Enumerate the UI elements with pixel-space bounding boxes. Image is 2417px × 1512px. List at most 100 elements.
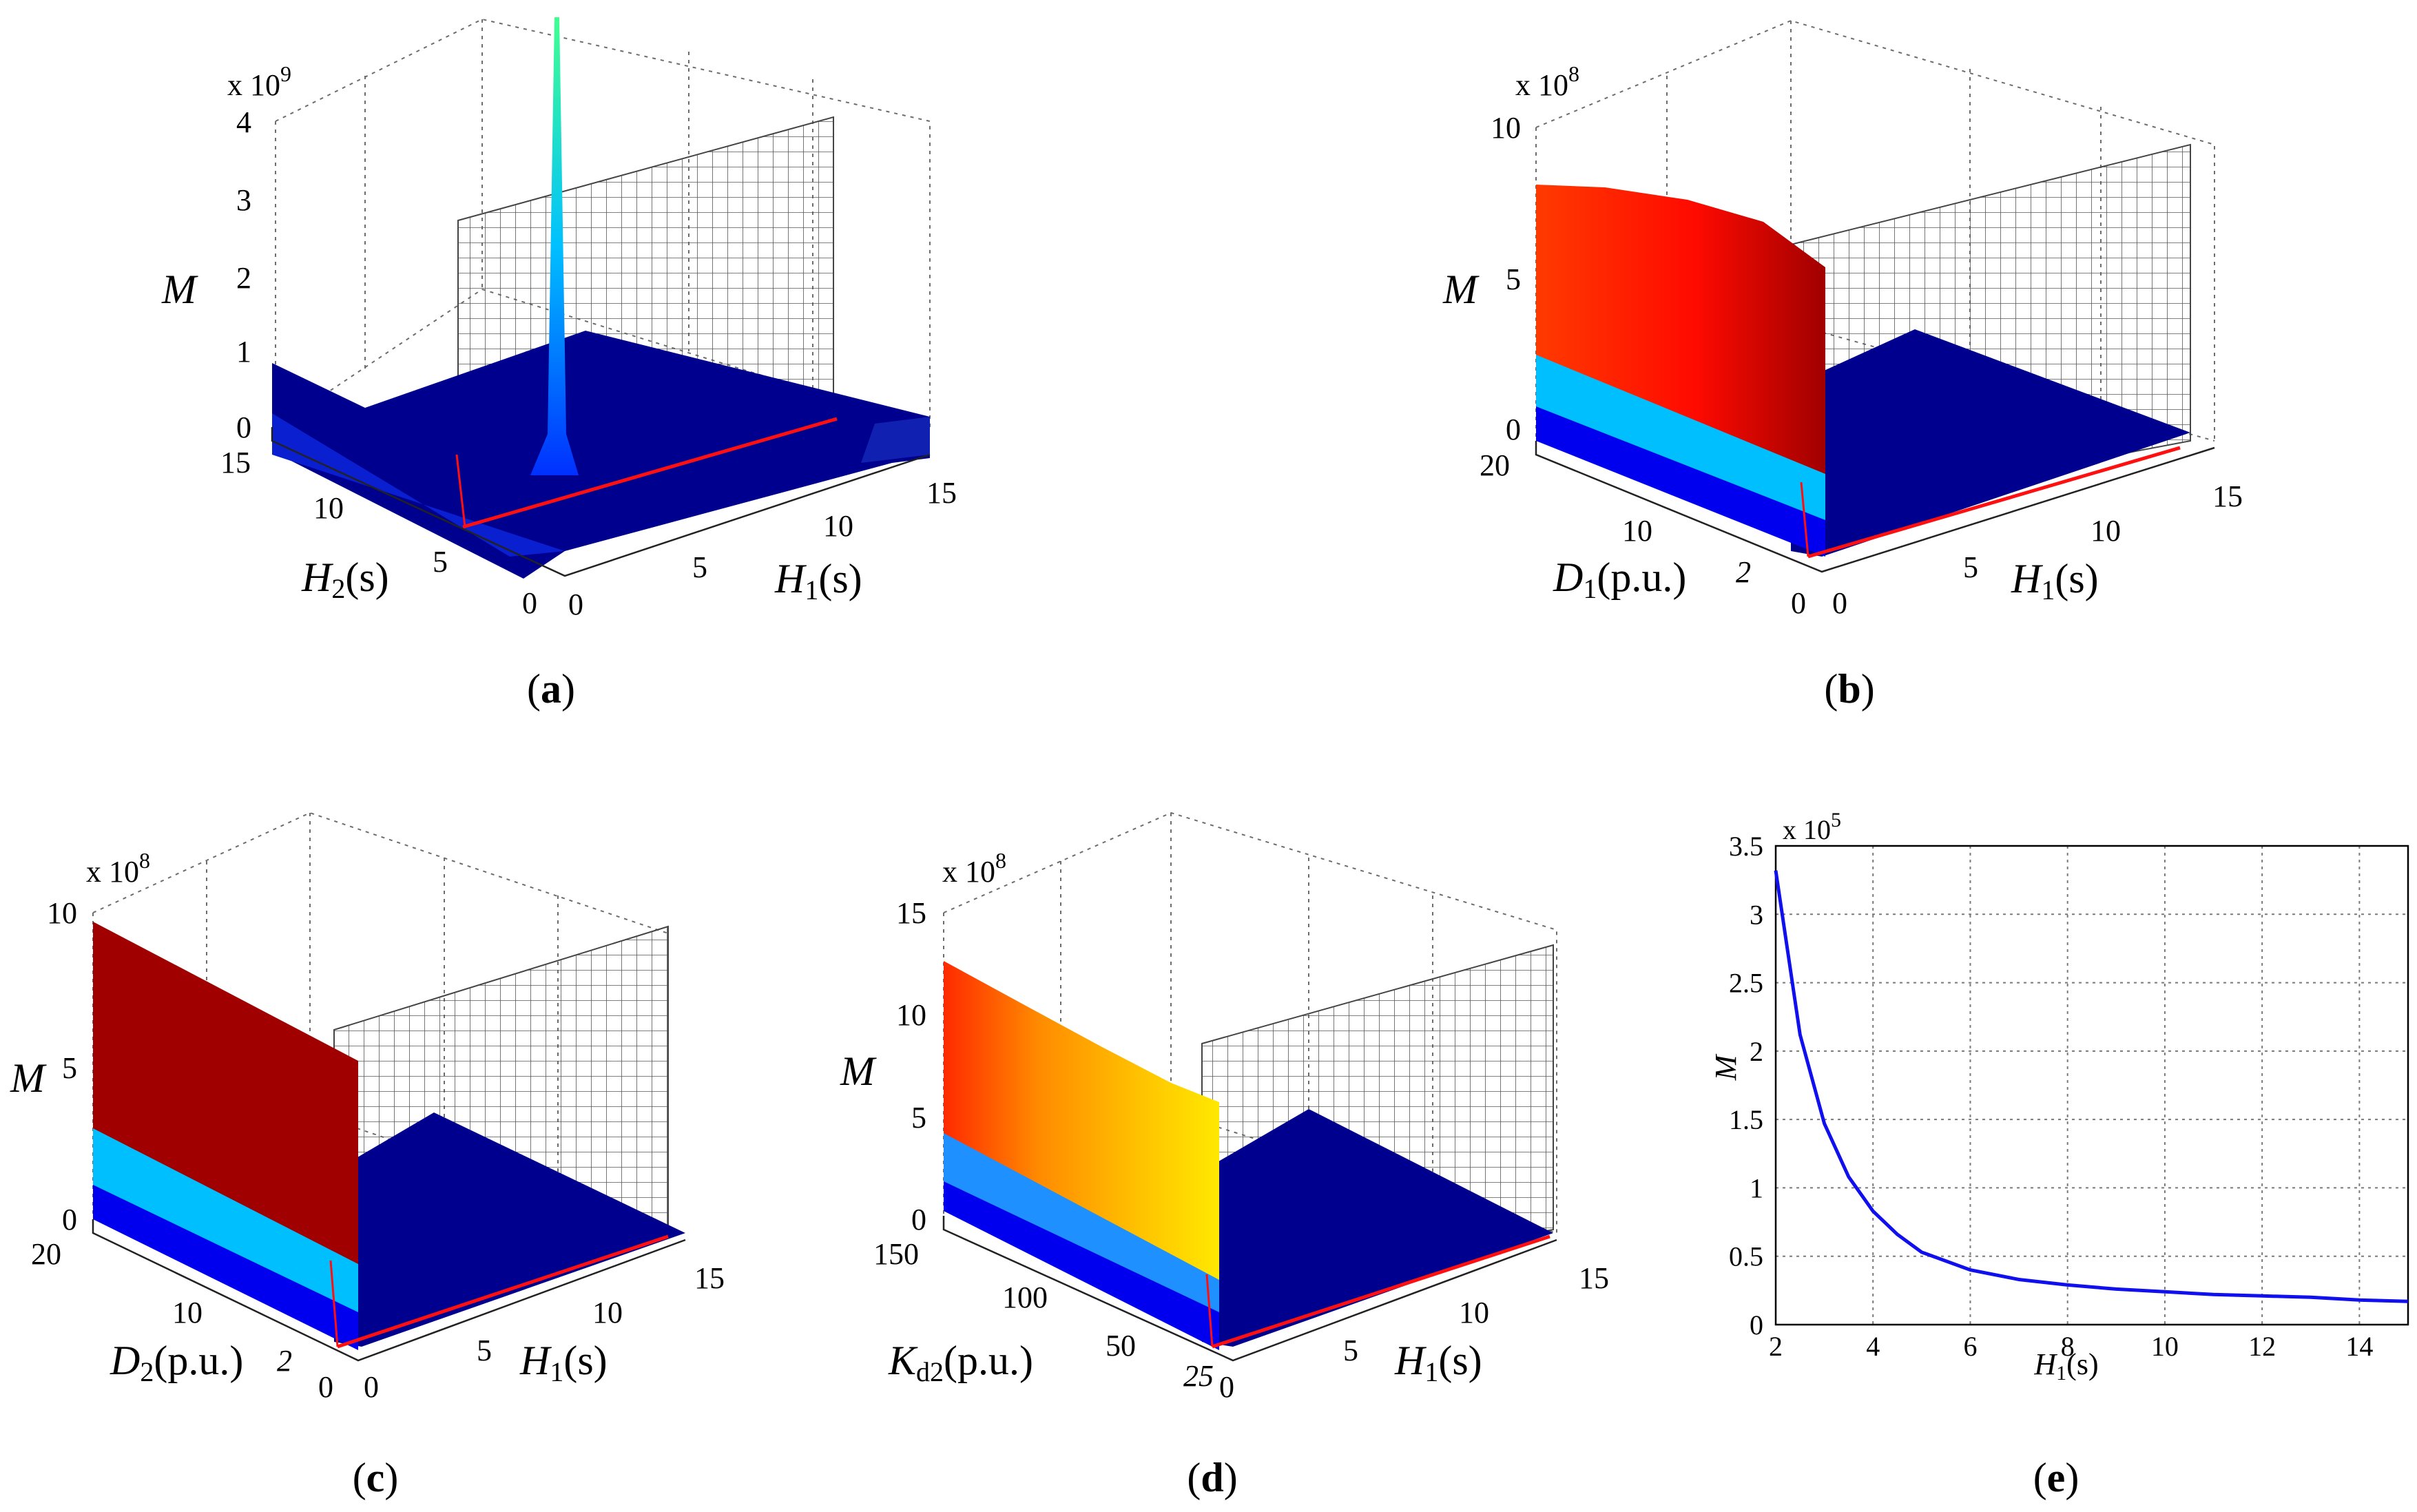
c-x-tick-1: 5 [477,1334,492,1367]
e-x-tick-5: 12 [2248,1331,2276,1362]
b-y-tick-1: 10 [1622,514,1652,548]
d-multiplier: x 108 [942,848,1006,889]
a-y-tick-0: 15 [220,446,251,479]
c-y-tick-0: 20 [31,1237,61,1271]
d-y-label: Kd2(p.u.) [888,1338,1033,1387]
b-x-tick-1: 5 [1963,550,1978,584]
a-z-tick-1: 3 [236,183,251,217]
d-x-tick-0: 0 [1219,1370,1234,1404]
a-y-tick-2: 5 [433,545,448,579]
e-series-line [1774,870,2409,1303]
d-y-tick-0: 150 [873,1237,919,1271]
a-z-tick-2: 2 [236,261,251,295]
e-caption: (e) [2033,1455,2079,1500]
b-x-tick-3: 15 [2212,479,2243,513]
c-x-label: H1(s) [519,1338,608,1387]
c-y-tick-2: 2 [277,1344,292,1378]
d-y-tick-2: 50 [1106,1329,1136,1363]
d-y-tick-3: 25 [1183,1359,1214,1393]
a-multiplier: x 109 [227,61,291,102]
d-z-tick-0: 15 [896,896,926,930]
c-x-tick-2: 10 [592,1296,623,1329]
d-z-tick-1: 10 [896,998,926,1032]
a-y-tick-1: 10 [313,491,344,525]
panel-d: 15 10 5 0 x 108 M 150 100 50 25 Kd2(p.u.… [840,811,1609,1500]
panel-b: 10 5 0 x 108 M 20 10 2 0 D1(p.u.) 0 5 10… [1442,19,2243,712]
e-y-tick-4: 2 [1750,1036,1763,1067]
e-plot-frame [1774,845,2409,1326]
e-x-tick-0: 2 [1769,1331,1783,1362]
e-multiplier: x 105 [1783,809,1841,845]
e-ticks: 2 4 6 8 10 12 14 0 0.5 1 1.5 2 2.5 3 3.5 [1729,831,2373,1362]
e-y-tick-6: 3 [1750,899,1763,930]
a-x-tick-0: 0 [568,588,583,621]
e-y-tick-5: 2.5 [1729,968,1763,999]
e-y-label: M [1709,1053,1743,1081]
c-x-tick-0: 0 [364,1370,379,1404]
e-y-tick-2: 1 [1750,1172,1763,1203]
d-x-tick-3: 15 [1579,1261,1609,1295]
c-caption: (c) [353,1455,399,1500]
c-y-tick-1: 10 [172,1296,203,1329]
a-x-label: H1(s) [774,556,862,605]
a-x-tick-1: 5 [692,550,707,584]
a-x-tick-3: 15 [926,476,957,510]
panel-c: 10 5 0 x 108 M 20 10 2 0 D2(p.u.) 0 5 10… [10,811,725,1500]
e-x-tick-4: 10 [2151,1331,2179,1362]
surface-c-red [93,922,358,1264]
b-y-tick-2: 2 [1736,555,1751,589]
d-x-tick-1: 5 [1343,1334,1358,1367]
b-x-tick-0: 0 [1832,586,1847,620]
c-y-label: D2(p.u.) [110,1338,243,1387]
d-y-tick-1: 100 [1002,1281,1048,1314]
b-z-tick-1: 5 [1506,262,1521,296]
panel-a: 4 3 2 1 0 x 109 M 15 10 5 0 H2(s) 0 5 10… [161,17,957,712]
b-x-label: H1(s) [2011,556,2099,605]
e-x-label: H1(s) [2033,1347,2098,1385]
d-z-label: M [840,1048,877,1094]
c-z-label: M [10,1055,47,1101]
d-x-label: H1(s) [1394,1338,1482,1387]
a-z-tick-0: 4 [236,105,251,139]
e-x-tick-1: 4 [1866,1331,1880,1362]
b-y-label: D1(p.u.) [1553,555,1686,604]
e-grid [1775,845,2408,1325]
e-y-tick-1: 0.5 [1729,1241,1763,1272]
b-z-tick-2: 0 [1506,413,1521,446]
a-z-tick-4: 0 [236,411,251,444]
e-y-tick-7: 3.5 [1729,831,1763,862]
b-y-tick-3: 0 [1791,586,1806,620]
surface-b-red [1536,185,1825,474]
a-z-label: M [161,267,198,312]
b-z-tick-0: 10 [1491,111,1521,145]
spike-a [530,17,579,475]
c-z-tick-2: 0 [62,1203,77,1236]
e-x-tick-2: 6 [1963,1331,1977,1362]
b-z-label: M [1442,267,1480,312]
a-z-tick-3: 1 [236,335,251,369]
surface-d-orange [944,961,1219,1280]
a-caption: (a) [527,666,575,712]
a-x-tick-2: 10 [823,509,853,543]
e-y-tick-3: 1.5 [1729,1104,1763,1135]
d-z-tick-2: 5 [911,1101,926,1135]
b-y-tick-0: 20 [1480,448,1510,482]
a-y-tick-3: 0 [522,586,537,620]
b-caption: (b) [1824,666,1874,712]
c-y-tick-3: 0 [318,1370,333,1404]
a-y-label: H2(s) [301,555,389,604]
c-x-tick-3: 15 [694,1261,725,1295]
e-y-tick-0: 0 [1750,1309,1763,1340]
d-caption: (d) [1187,1455,1237,1500]
c-z-tick-0: 10 [47,896,77,930]
c-z-tick-1: 5 [62,1051,77,1085]
b-multiplier: x 108 [1515,61,1579,102]
e-x-tick-6: 14 [2345,1331,2373,1362]
e-x-tick-3: 8 [2061,1331,2075,1362]
c-multiplier: x 108 [86,848,150,889]
panel-e: 2 4 6 8 10 12 14 0 0.5 1 1.5 2 2.5 3 3.5 x 105 M H1(s)… [1709,809,2409,1500]
b-x-tick-2: 10 [2091,514,2121,548]
d-x-tick-2: 10 [1459,1296,1489,1329]
d-z-tick-3: 0 [911,1203,926,1236]
